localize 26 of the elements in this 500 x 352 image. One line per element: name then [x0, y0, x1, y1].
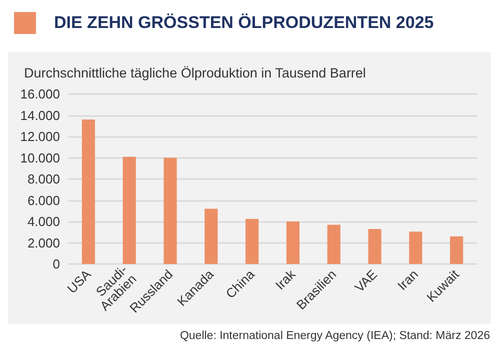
y-tick-label: 12.000 [20, 129, 60, 144]
y-tick-label: 8.000 [27, 172, 60, 186]
bar [327, 224, 340, 264]
x-tick-label: USA [64, 266, 94, 296]
bar [368, 228, 382, 264]
y-axis-title: Durchschnittliche tägliche Ölproduktion in Tausend Barrel [24, 66, 366, 80]
y-tick-label: 14.000 [20, 108, 60, 123]
y-tick-label: 2.000 [27, 235, 60, 250]
bar [450, 236, 464, 264]
bar [246, 218, 259, 264]
y-tick-label: 10.000 [20, 150, 60, 166]
y-tick-label: 0 [52, 256, 60, 272]
bar [122, 156, 136, 264]
y-tick-label: 6.000 [27, 192, 60, 208]
bar [286, 222, 300, 264]
y-tick-label: 4.000 [27, 214, 60, 229]
x-tick-label: Irak [272, 266, 299, 293]
bar [164, 158, 177, 264]
chart-title: DIE ZEHN GRÖSSTEN ÖLPRODUZENTEN 2025 [54, 13, 434, 33]
bar [82, 120, 95, 264]
bar [409, 232, 422, 264]
bar [204, 208, 218, 264]
y-tick-label: 16.000 [20, 86, 60, 102]
x-tick-label: VAE [352, 266, 380, 296]
x-tick-label: Iran [394, 266, 421, 294]
source-note: Quelle: International Energy Agency (IEA); Stand: März 2026 [180, 330, 490, 342]
